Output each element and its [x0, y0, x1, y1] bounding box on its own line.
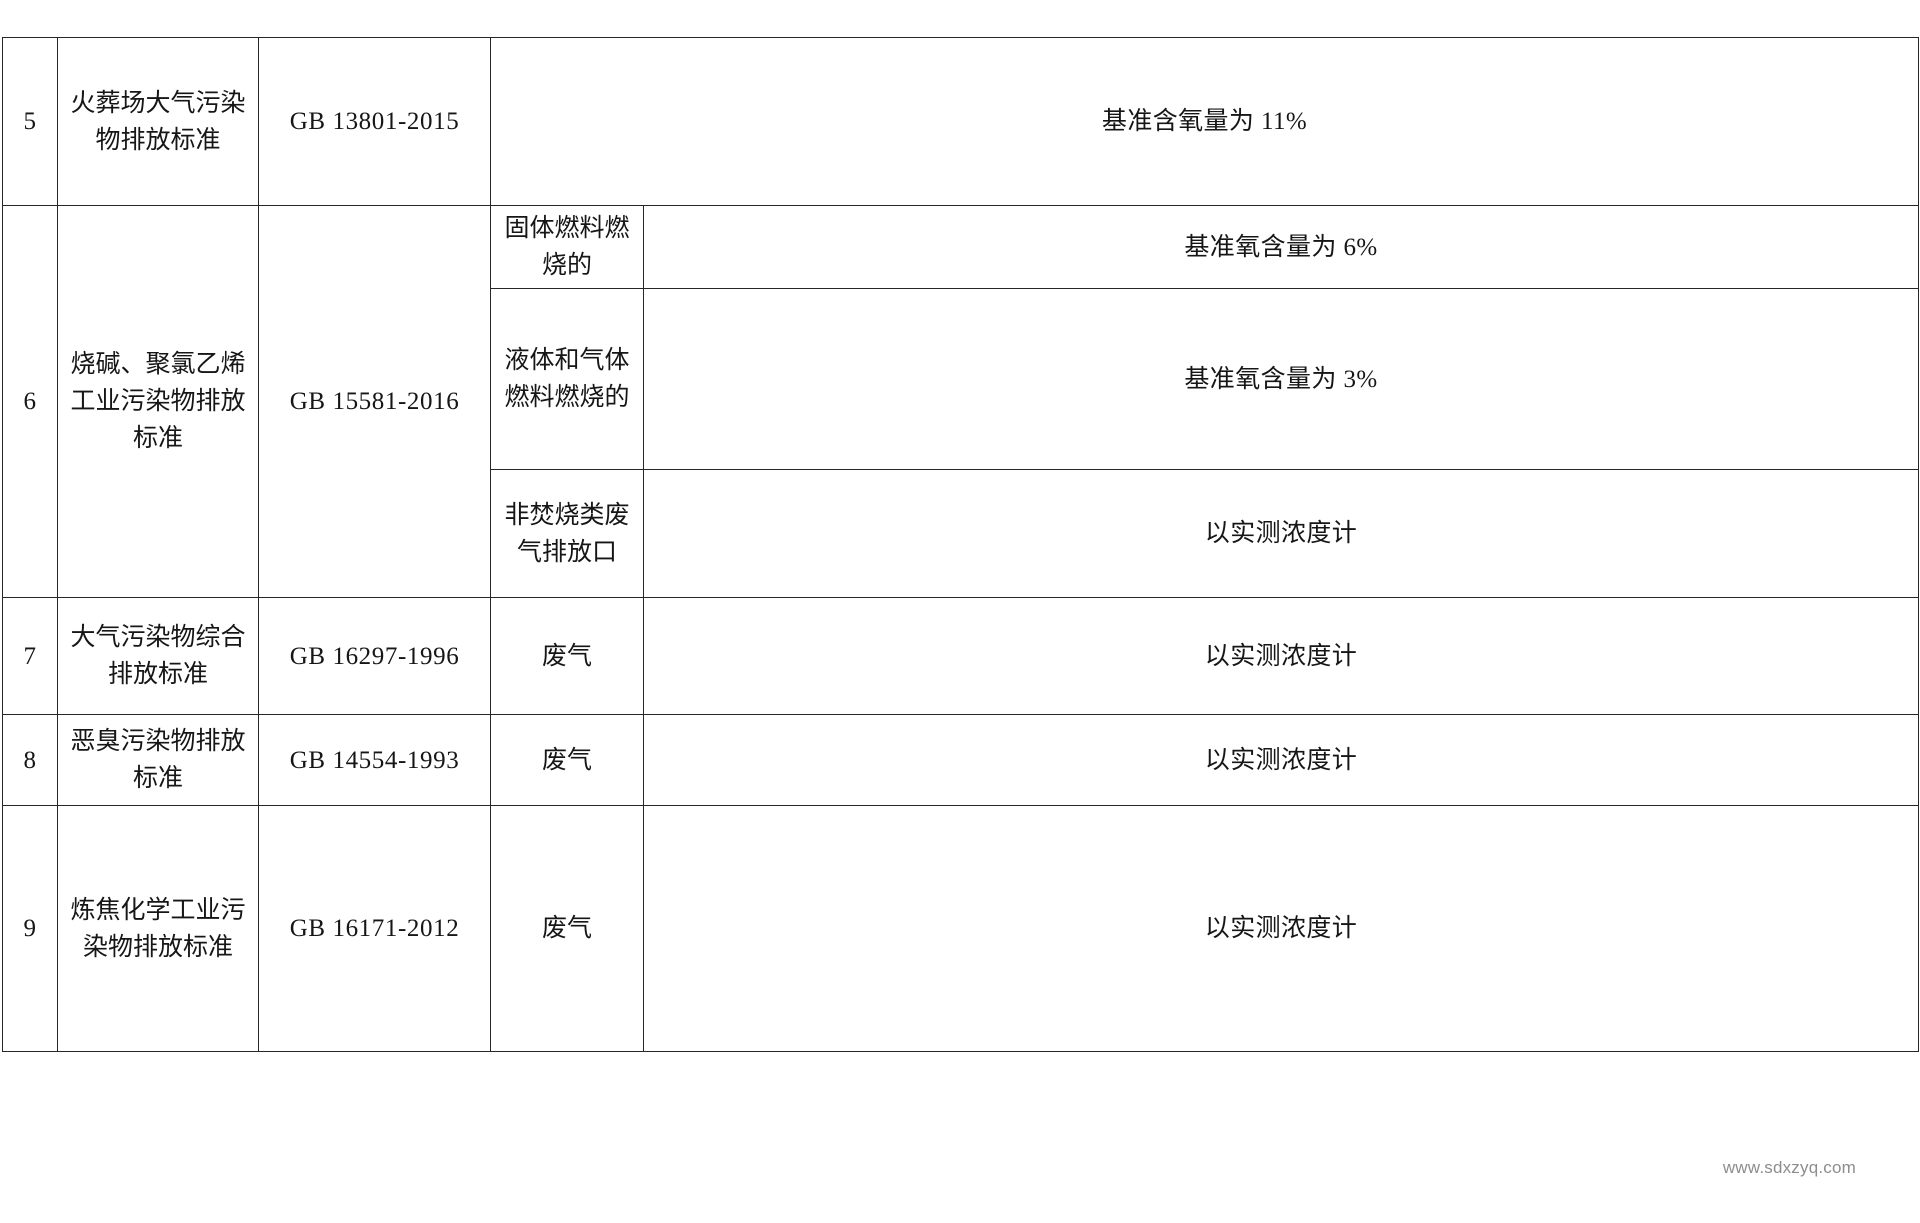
category-cell: 废气	[490, 597, 644, 715]
category-cell: 废气	[490, 714, 644, 806]
row-index-cell: 5	[2, 37, 58, 206]
remark-cell: 以实测浓度计	[643, 597, 1919, 715]
standard-code-cell: GB 16297-1996	[258, 597, 491, 715]
site-watermark: www.sdxzyq.com	[1722, 1158, 1856, 1177]
category-cell: 固体燃料燃烧的	[490, 205, 644, 289]
standard-name-cell: 烧碱、聚氯乙烯工业污染物排放标准	[57, 205, 259, 598]
row-index-cell: 8	[2, 714, 58, 806]
table-row: 6 烧碱、聚氯乙烯工业污染物排放标准 GB 15581-2016 固体燃料燃烧的…	[2, 205, 1919, 598]
row-index-cell: 9	[2, 805, 58, 1052]
remark-cell: 基准氧含量为 3%	[643, 288, 1919, 470]
row-index-cell: 6	[2, 205, 58, 598]
remark-cell: 以实测浓度计	[643, 805, 1919, 1052]
remark-cell: 基准含氧量为 11%	[490, 37, 1919, 206]
emission-standards-table: 5 火葬场大气污染物排放标准 GB 13801-2015 基准含氧量为 11% …	[2, 37, 1919, 1052]
table-row: 5 火葬场大气污染物排放标准 GB 13801-2015 基准含氧量为 11%	[2, 37, 1919, 206]
standard-name-cell: 炼焦化学工业污染物排放标准	[57, 805, 259, 1052]
category-cell: 液体和气体燃料燃烧的	[490, 288, 644, 470]
standard-name-cell: 火葬场大气污染物排放标准	[57, 37, 259, 206]
standard-code-cell: GB 13801-2015	[258, 37, 491, 206]
category-cell: 非焚烧类废气排放口	[490, 469, 644, 598]
standard-name-cell: 恶臭污染物排放标准	[57, 714, 259, 806]
table-body: 5 火葬场大气污染物排放标准 GB 13801-2015 基准含氧量为 11% …	[2, 37, 1919, 1052]
category-cell: 废气	[490, 805, 644, 1052]
standard-code-cell: GB 15581-2016	[258, 205, 491, 598]
standard-code-cell: GB 14554-1993	[258, 714, 491, 806]
standard-name-cell: 大气污染物综合排放标准	[57, 597, 259, 715]
row-index-cell: 7	[2, 597, 58, 715]
table-row: 8 恶臭污染物排放标准 GB 14554-1993 废气 以实测浓度计	[2, 714, 1919, 806]
remark-cell: 以实测浓度计	[643, 714, 1919, 806]
standard-code-cell: GB 16171-2012	[258, 805, 491, 1052]
table-row: 9 炼焦化学工业污染物排放标准 GB 16171-2012 废气 以实测浓度计	[2, 805, 1919, 1052]
table-row: 7 大气污染物综合排放标准 GB 16297-1996 废气 以实测浓度计	[2, 597, 1919, 715]
remark-cell: 以实测浓度计	[643, 469, 1919, 598]
remark-cell: 基准氧含量为 6%	[643, 205, 1919, 289]
